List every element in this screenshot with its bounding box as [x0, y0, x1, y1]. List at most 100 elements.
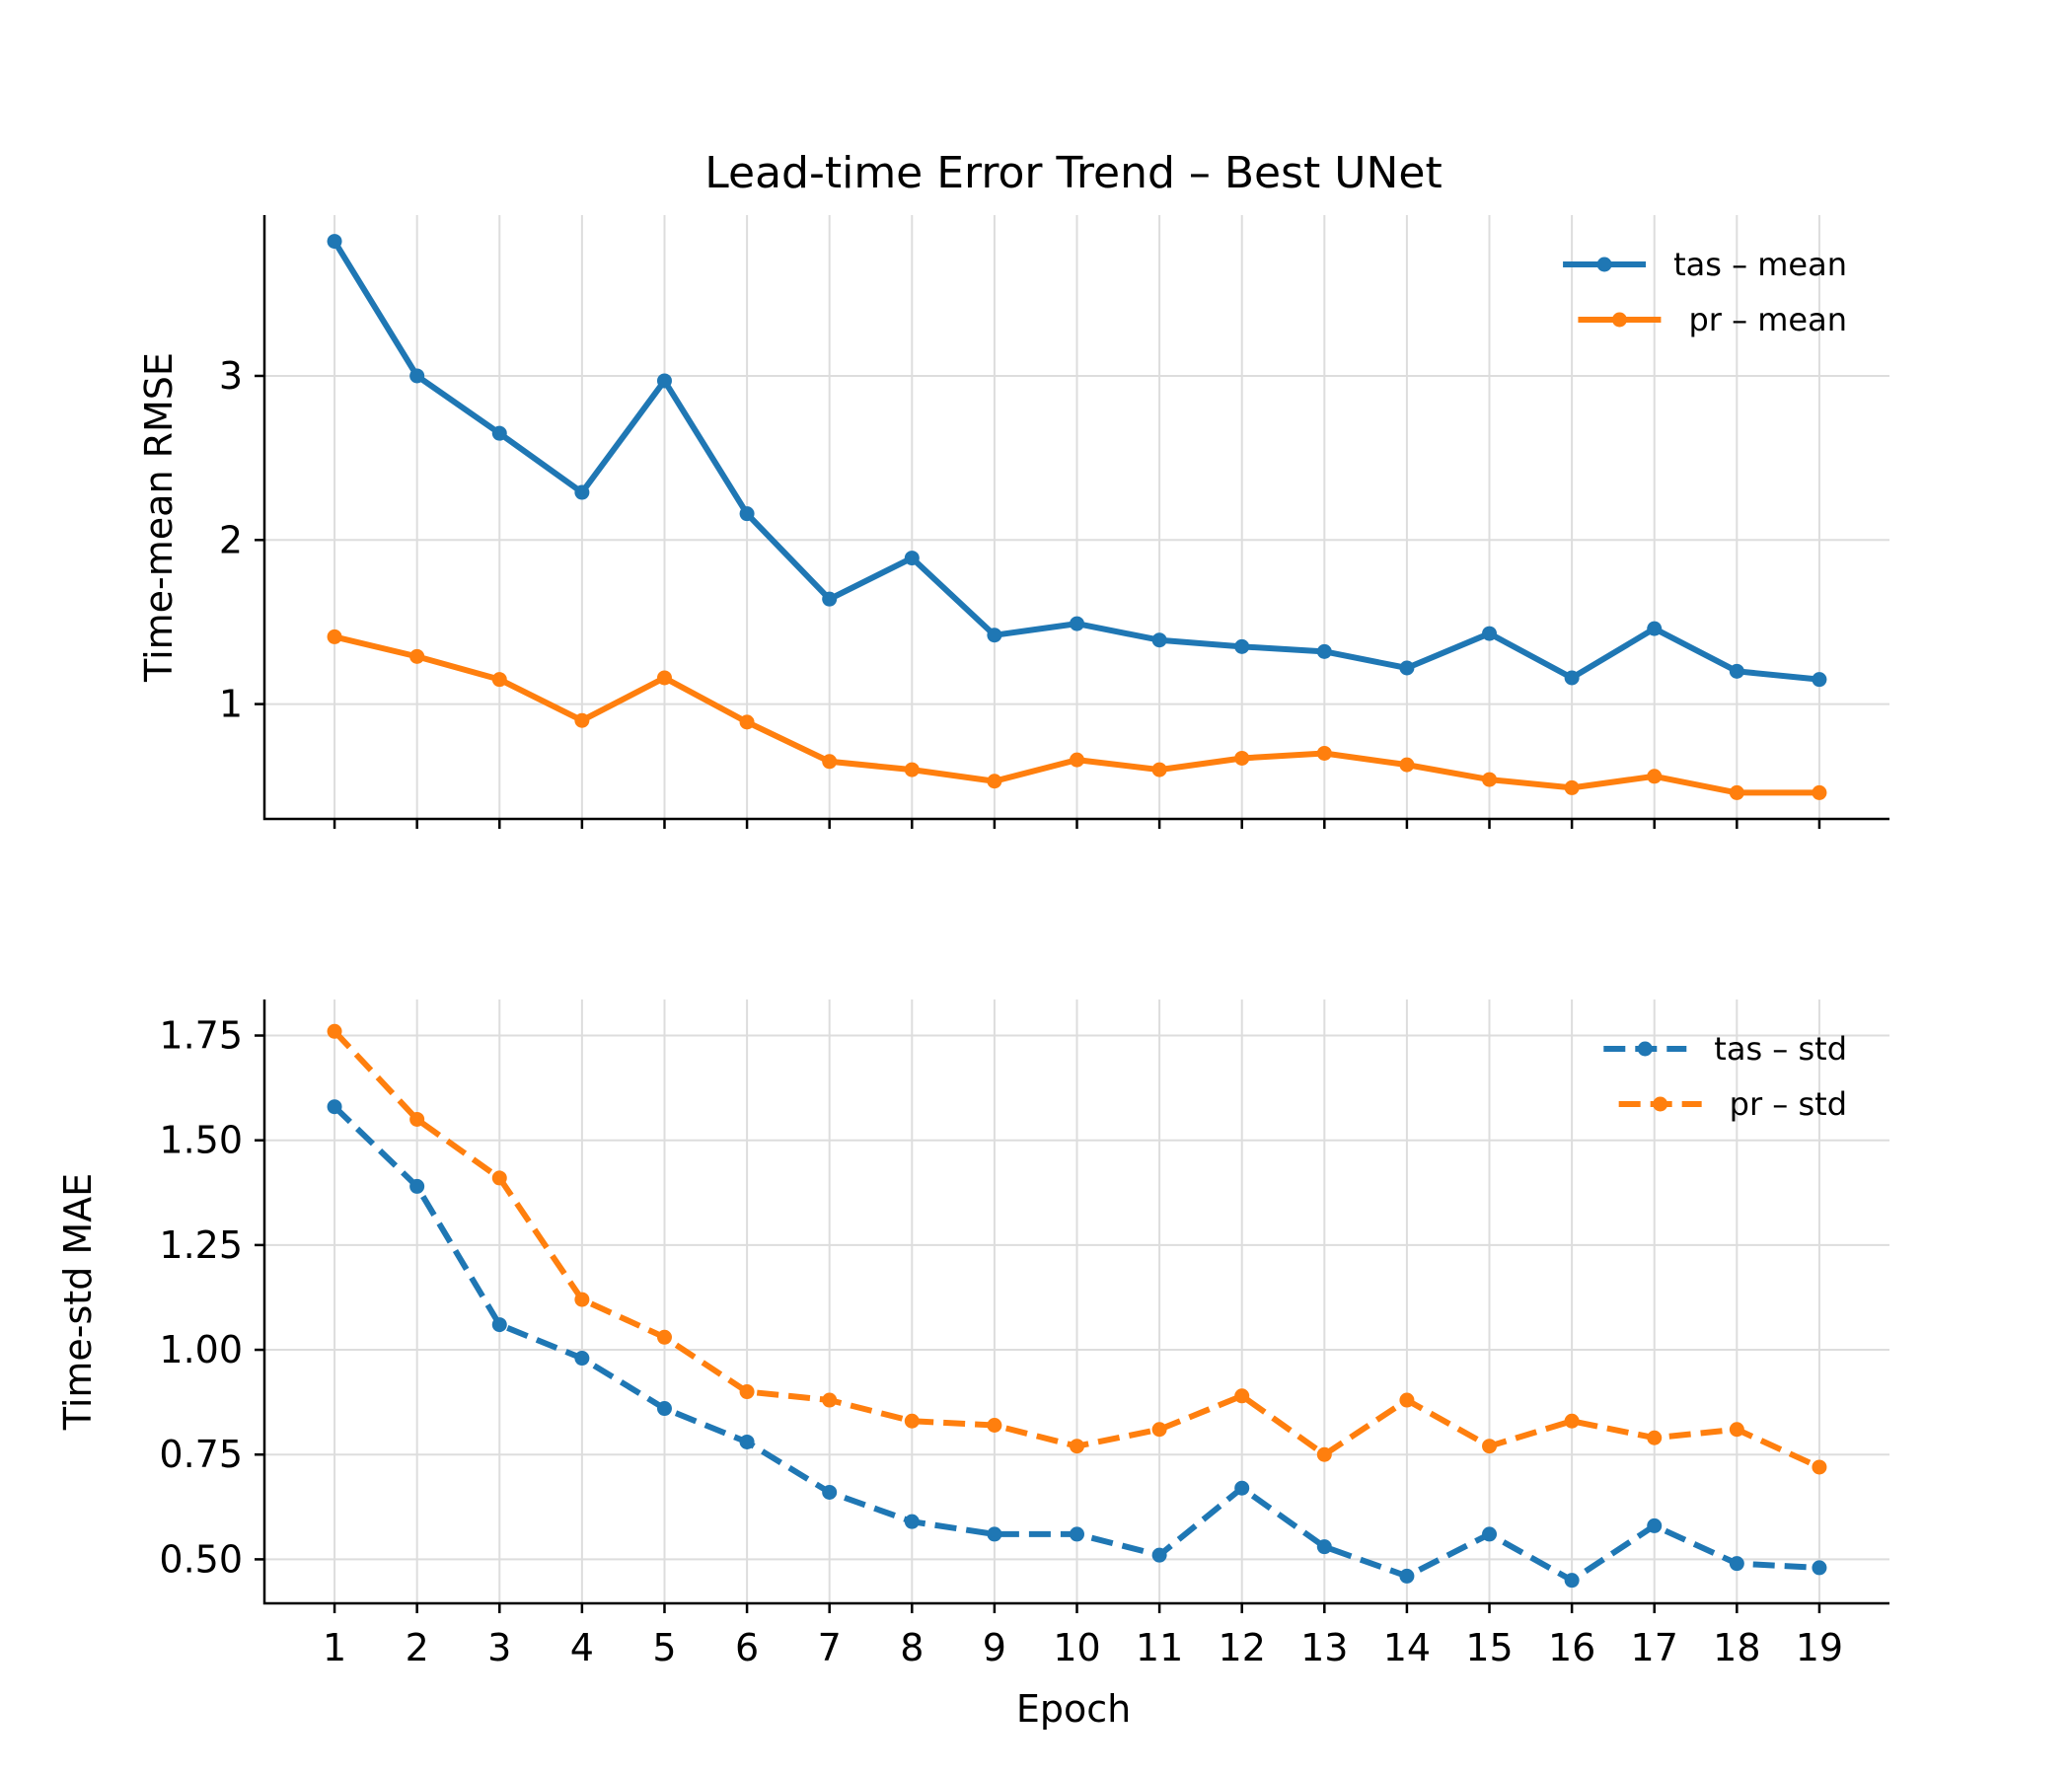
x-tick-label: 17: [1631, 1626, 1678, 1669]
data-point: [1564, 1573, 1580, 1589]
data-point: [656, 373, 672, 389]
data-point: [822, 754, 838, 770]
data-point: [987, 1526, 1002, 1542]
data-point: [1234, 750, 1250, 766]
legend-marker: [1653, 1096, 1668, 1112]
data-point: [1647, 1430, 1663, 1445]
data-point: [987, 774, 1002, 789]
legend-label: pr – mean: [1688, 301, 1847, 338]
data-point: [904, 551, 920, 566]
mae-panel: 0.500.751.001.251.501.751 2 3 4 5 6 7 8 9 10 11 12 1…: [56, 999, 1889, 1669]
x-tick-label: 3: [487, 1626, 511, 1669]
y-tick-label: 1.25: [159, 1223, 243, 1267]
x-tick-label: 11: [1136, 1626, 1183, 1669]
y-tick-label: 0.50: [159, 1537, 243, 1581]
axis-spine: [262, 999, 1889, 1605]
data-point: [1729, 663, 1744, 679]
data-point: [1482, 1439, 1498, 1454]
data-point: [1482, 1526, 1498, 1542]
y-axis-label: Time-std MAE: [56, 1173, 100, 1431]
data-point: [1151, 1422, 1167, 1438]
data-point: [1647, 769, 1663, 784]
x-tick-label: 4: [570, 1626, 594, 1669]
y-tick-label: 3: [219, 354, 243, 398]
data-point: [656, 1401, 672, 1417]
data-point: [1070, 1526, 1084, 1542]
data-point: [739, 714, 755, 730]
x-tick-label: 1: [323, 1626, 346, 1669]
legend-entry: tas – mean: [1563, 246, 1847, 283]
rmse-panel: 1 2 3 Time-mean RMSE tas – mean pr – mean: [137, 215, 1889, 829]
data-point: [739, 1384, 755, 1400]
data-point: [1316, 1446, 1332, 1462]
data-point: [1399, 1392, 1415, 1408]
data-point: [491, 1317, 507, 1333]
data-point: [409, 648, 425, 664]
data-point: [491, 425, 507, 441]
x-tick-label: 19: [1796, 1626, 1843, 1669]
data-point: [1151, 1547, 1167, 1563]
data-point: [1564, 1413, 1580, 1429]
data-point: [1316, 745, 1332, 761]
x-tick-label: 12: [1219, 1626, 1266, 1669]
data-point: [904, 1413, 920, 1429]
x-tick-label: 14: [1383, 1626, 1431, 1669]
data-point: [491, 672, 507, 688]
x-tick-label: 13: [1300, 1626, 1348, 1669]
data-point: [1729, 784, 1744, 800]
data-point: [1729, 1422, 1744, 1438]
data-point: [1070, 616, 1084, 631]
data-point: [987, 628, 1002, 643]
y-tick-label: 1.75: [159, 1014, 243, 1058]
data-point: [1234, 1480, 1250, 1496]
data-point: [491, 1170, 507, 1186]
x-tick-label: 16: [1548, 1626, 1595, 1669]
data-point: [574, 1351, 590, 1367]
data-point: [409, 1178, 425, 1194]
x-tick-label: 10: [1053, 1626, 1100, 1669]
legend-label: pr – std: [1730, 1085, 1847, 1123]
data-point: [1482, 772, 1498, 787]
x-tick-label: 8: [900, 1626, 924, 1669]
data-point: [822, 1484, 838, 1500]
data-point: [327, 234, 342, 250]
data-point: [1564, 779, 1580, 795]
x-tick-label: 5: [652, 1626, 676, 1669]
data-point: [1647, 1517, 1663, 1533]
data-point: [822, 1392, 838, 1408]
legend-label: tas – mean: [1673, 246, 1847, 283]
data-point: [822, 591, 838, 607]
legend-marker: [1637, 1041, 1653, 1057]
data-point: [1070, 1439, 1084, 1454]
data-point: [656, 670, 672, 686]
data-point: [574, 712, 590, 728]
legend-entry: pr – std: [1618, 1085, 1847, 1123]
y-tick-label: 1.50: [159, 1119, 243, 1162]
x-tick-label: 18: [1713, 1626, 1760, 1669]
axis-spine: [262, 215, 1889, 821]
data-point: [1812, 784, 1827, 800]
data-point: [1151, 762, 1167, 777]
legend-label: tas – std: [1714, 1030, 1847, 1068]
data-point: [1234, 1388, 1250, 1404]
y-tick-label: 2: [219, 518, 243, 561]
data-point: [739, 506, 755, 522]
x-tick-label: 15: [1465, 1626, 1513, 1669]
data-point: [1482, 626, 1498, 641]
data-point: [656, 1329, 672, 1345]
data-point: [987, 1418, 1002, 1434]
x-tick-label: 2: [406, 1626, 429, 1669]
data-point: [1564, 670, 1580, 686]
legend-entry: pr – mean: [1578, 301, 1847, 338]
y-tick-label: 1: [219, 683, 243, 726]
y-axis-label: Time-mean RMSE: [137, 352, 181, 683]
y-tick-label: 0.75: [159, 1433, 243, 1476]
data-point: [1812, 672, 1827, 688]
x-tick-label: 6: [735, 1626, 759, 1669]
data-point: [574, 1292, 590, 1307]
data-point: [1729, 1556, 1744, 1572]
chart-title: Lead-time Error Trend – Best UNet: [704, 148, 1442, 198]
data-point: [1234, 638, 1250, 654]
data-point: [1316, 643, 1332, 659]
